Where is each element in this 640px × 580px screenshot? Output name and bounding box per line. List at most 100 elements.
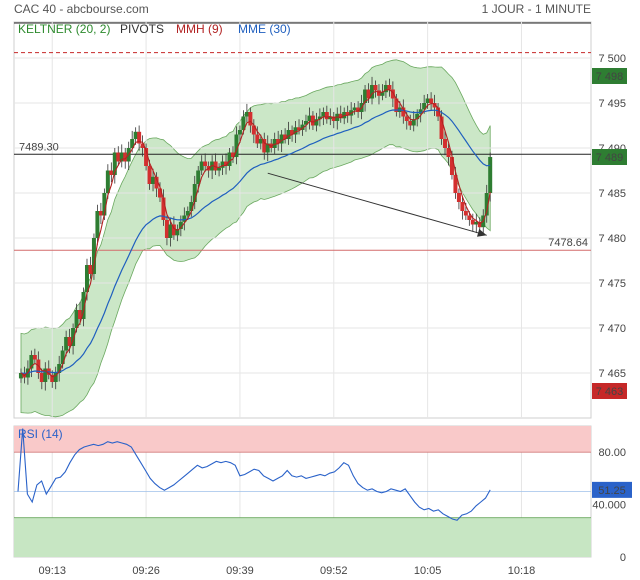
candle-down	[439, 116, 444, 139]
candle-down	[467, 215, 472, 220]
candle-down	[88, 265, 93, 274]
candle-down	[98, 211, 103, 216]
legend-item-3: MME (30)	[238, 22, 291, 36]
candle-down	[297, 127, 302, 130]
price-axis-tick-label: 7 495	[598, 98, 626, 110]
candle-down	[453, 175, 458, 193]
legend-item-2: MMH (9)	[176, 22, 223, 36]
price-axis-tick-label: 7 485	[598, 188, 626, 200]
candle-down	[144, 148, 149, 166]
candle-up	[293, 127, 298, 135]
candle-down	[140, 143, 145, 148]
rsi-axis-tick-label: 80.00	[598, 447, 626, 459]
candle-up	[300, 124, 305, 130]
legend-item-1: PIVOTS	[120, 22, 164, 36]
candle-down	[387, 85, 392, 90]
candle-up	[74, 310, 79, 328]
candle-up	[317, 116, 322, 120]
candle-down	[147, 166, 152, 184]
price-axis-tick-label: 7 480	[598, 233, 626, 245]
candle-up	[411, 119, 416, 126]
candle-up	[237, 130, 242, 135]
candle-down	[429, 98, 434, 103]
candle-down	[123, 152, 128, 162]
candle-down	[456, 193, 461, 202]
candle-up	[484, 193, 489, 216]
price-axis-tick-label: 7 500	[598, 53, 626, 65]
candle-up	[102, 193, 107, 216]
candle-up	[383, 85, 388, 93]
candle-down	[324, 112, 329, 120]
price-badge-low	[592, 383, 627, 399]
candle-up	[217, 167, 222, 171]
candle-down	[230, 152, 235, 157]
candle-down	[283, 134, 288, 139]
candle-down	[137, 131, 142, 144]
rsi-label: RSI (14)	[18, 427, 63, 441]
candle-up	[352, 107, 357, 111]
candle-up	[321, 112, 326, 117]
candle-down	[436, 107, 441, 117]
candle-up	[95, 211, 100, 238]
candle-up	[130, 139, 135, 148]
legend-item-0: KELTNER (20, 2)	[18, 22, 110, 36]
candle-down	[248, 112, 253, 126]
support-line-label: 7478.64	[548, 237, 588, 249]
candle-up	[227, 152, 232, 166]
candle-up	[328, 116, 333, 120]
candle-down	[276, 139, 281, 144]
candle-up	[189, 202, 194, 211]
candle-down	[460, 202, 465, 211]
candle-up	[43, 368, 48, 382]
candle-up	[182, 215, 187, 222]
candle-up	[307, 115, 312, 121]
trend-arrow-line	[267, 172, 487, 236]
candle-down	[67, 337, 72, 346]
candle-down	[109, 170, 114, 175]
candle-up	[60, 350, 65, 364]
price-badge-last	[592, 149, 627, 165]
candle-down	[366, 89, 371, 99]
candle-up	[168, 224, 173, 238]
candle-down	[262, 139, 267, 153]
candle-up	[185, 211, 190, 216]
candle-up	[370, 85, 375, 99]
candle-up	[84, 265, 89, 292]
candle-down	[213, 161, 218, 171]
candle-up	[29, 355, 34, 369]
candle-up	[18, 373, 23, 379]
candle-up	[220, 161, 225, 168]
rsi-last-value-label: 51.25	[598, 485, 626, 497]
rsi-axis-tick-label: 0	[620, 552, 626, 564]
price-badge-high-label: 7 498	[596, 71, 624, 83]
candle-up	[112, 152, 117, 175]
candle-down	[404, 116, 409, 121]
rsi-oversold-zone	[14, 517, 591, 557]
time-axis-tick-label: 09:52	[320, 565, 348, 577]
candle-down	[345, 112, 350, 116]
candle-down	[290, 130, 295, 135]
candle-up	[488, 157, 493, 193]
candle-down	[171, 224, 176, 236]
candle-up	[265, 143, 270, 153]
mmh-line	[20, 89, 491, 378]
candle-down	[164, 220, 169, 238]
candle-down	[224, 161, 229, 166]
trend-arrow-head	[477, 229, 487, 237]
candle-down	[32, 355, 37, 360]
time-axis-tick-label: 09:13	[38, 565, 66, 577]
price-axis-tick-label: 7 475	[598, 278, 626, 290]
candle-up	[64, 337, 69, 351]
time-axis-tick-label: 09:26	[132, 565, 160, 577]
candle-up	[474, 221, 479, 225]
candle-down	[78, 310, 83, 319]
candle-up	[422, 103, 427, 110]
candle-up	[303, 121, 308, 125]
price-badge-last-label: 7 489	[596, 152, 624, 164]
pivot-line-label: 7489.30	[19, 141, 59, 153]
candle-down	[338, 113, 343, 119]
candle-up	[286, 130, 291, 139]
candle-down	[449, 157, 454, 175]
price-badge-high	[592, 68, 627, 84]
